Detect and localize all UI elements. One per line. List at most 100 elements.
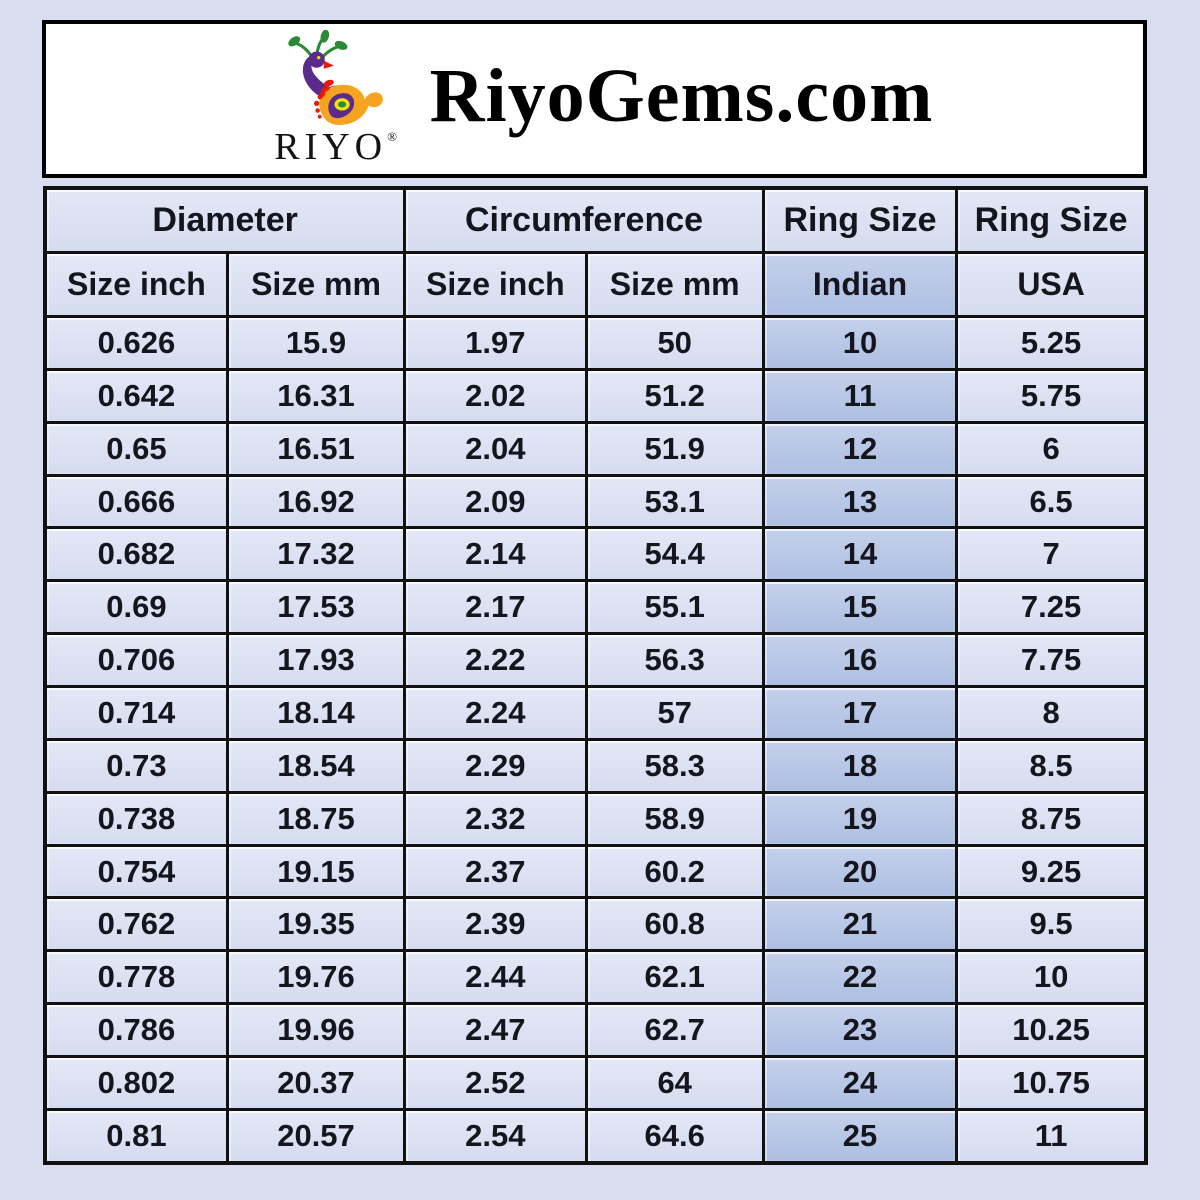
table-cell: 0.706 xyxy=(43,632,229,689)
table-cell: 25 xyxy=(761,1107,959,1165)
table-cell: 64.6 xyxy=(584,1107,765,1165)
table-cell: 50 xyxy=(584,315,765,371)
table-cell: 62.7 xyxy=(584,1002,765,1059)
table-cell: 21 xyxy=(761,896,959,953)
table-cell: 17 xyxy=(761,685,959,741)
table-cell: 2.14 xyxy=(403,526,588,583)
table-cell: 2.44 xyxy=(403,949,588,1006)
table-cell: 57 xyxy=(584,685,765,741)
table-cell: 16.31 xyxy=(225,367,407,424)
table-row: 0.762 19.35 2.39 60.8 21 9.5 xyxy=(43,896,1148,953)
table-cell: 10.25 xyxy=(955,1002,1148,1059)
table-cell: 0.714 xyxy=(43,685,229,741)
table-cell: 2.04 xyxy=(403,420,588,477)
table-cell: 15 xyxy=(761,579,959,636)
table-cell: 22 xyxy=(761,949,959,1006)
table-cell: 1.97 xyxy=(403,315,588,371)
table-row: 0.73 18.54 2.29 58.3 18 8.5 xyxy=(43,737,1148,794)
table-cell: 0.666 xyxy=(43,473,229,530)
table-row: 0.738 18.75 2.32 58.9 19 8.75 xyxy=(43,790,1148,847)
riyo-logo: RIYO® xyxy=(256,30,416,166)
table-cell: 18 xyxy=(761,737,959,794)
table-cell: 11 xyxy=(955,1107,1148,1165)
table-cell: 5.25 xyxy=(955,315,1148,371)
column-group-ring-size-usa: Ring Size xyxy=(955,186,1148,254)
table-cell: 2.29 xyxy=(403,737,588,794)
table-cell: 16.51 xyxy=(225,420,407,477)
column-group-row: Diameter Circumference Ring Size Ring Si… xyxy=(43,186,1148,254)
table-cell: 18.14 xyxy=(225,685,407,741)
table-cell: 24 xyxy=(761,1055,959,1111)
table-cell: 17.93 xyxy=(225,632,407,689)
table-cell: 0.738 xyxy=(43,790,229,847)
sub-header-row: Size inch Size mm Size inch Size mm Indi… xyxy=(43,251,1148,318)
table-cell: 0.682 xyxy=(43,526,229,583)
table-cell: 51.2 xyxy=(584,367,765,424)
column-group-diameter: Diameter xyxy=(43,186,407,254)
table-cell: 8.5 xyxy=(955,737,1148,794)
table-cell: 2.47 xyxy=(403,1002,588,1059)
table-row: 0.714 18.14 2.24 57 17 8 xyxy=(43,685,1148,741)
table-cell: 2.52 xyxy=(403,1055,588,1111)
table-cell: 7.25 xyxy=(955,579,1148,636)
table-cell: 8 xyxy=(955,685,1148,741)
logo-wordmark: RIYO® xyxy=(274,128,397,166)
table-cell: 0.754 xyxy=(43,843,229,900)
table-cell: 14 xyxy=(761,526,959,583)
table-cell: 16 xyxy=(761,632,959,689)
table-cell: 7 xyxy=(955,526,1148,583)
table-cell: 0.65 xyxy=(43,420,229,477)
ring-size-chart: Diameter Circumference Ring Size Ring Si… xyxy=(43,186,1148,1165)
table-cell: 19.76 xyxy=(225,949,407,1006)
table-cell: 64 xyxy=(584,1055,765,1111)
table-cell: 2.22 xyxy=(403,632,588,689)
table-cell: 19 xyxy=(761,790,959,847)
col-header-usa: USA xyxy=(955,251,1148,318)
col-header-diameter-inch: Size inch xyxy=(43,251,229,318)
table-cell: 13 xyxy=(761,473,959,530)
table-cell: 0.626 xyxy=(43,315,229,371)
table-cell: 19.15 xyxy=(225,843,407,900)
logo-wordmark-text: RIYO xyxy=(274,126,388,168)
table-cell: 5.75 xyxy=(955,367,1148,424)
table-row: 0.778 19.76 2.44 62.1 22 10 xyxy=(43,949,1148,1006)
table-cell: 0.73 xyxy=(43,737,229,794)
table-cell: 0.786 xyxy=(43,1002,229,1059)
table-row: 0.81 20.57 2.54 64.6 25 11 xyxy=(43,1107,1148,1165)
column-group-ring-size-indian: Ring Size xyxy=(761,186,959,254)
table-row: 0.65 16.51 2.04 51.9 12 6 xyxy=(43,420,1148,477)
table-cell: 2.39 xyxy=(403,896,588,953)
table-row: 0.802 20.37 2.52 64 24 10.75 xyxy=(43,1055,1148,1111)
table-cell: 20 xyxy=(761,843,959,900)
table-cell: 9.25 xyxy=(955,843,1148,900)
table-body: 0.626 15.9 1.97 50 10 5.25 0.642 16.31 2.02 51.2 1… xyxy=(43,315,1148,1165)
table-cell: 16.92 xyxy=(225,473,407,530)
table-cell: 10.75 xyxy=(955,1055,1148,1111)
table-cell: 60.8 xyxy=(584,896,765,953)
table-cell: 56.3 xyxy=(584,632,765,689)
table-cell: 2.17 xyxy=(403,579,588,636)
table-cell: 15.9 xyxy=(225,315,407,371)
table-cell: 2.32 xyxy=(403,790,588,847)
column-group-circumference: Circumference xyxy=(403,186,765,254)
table-cell: 6 xyxy=(955,420,1148,477)
table-cell: 2.09 xyxy=(403,473,588,530)
table-cell: 7.75 xyxy=(955,632,1148,689)
table-cell: 18.54 xyxy=(225,737,407,794)
table-row: 0.682 17.32 2.14 54.4 14 7 xyxy=(43,526,1148,583)
registered-mark: ® xyxy=(387,129,397,144)
table-cell: 6.5 xyxy=(955,473,1148,530)
table-cell: 12 xyxy=(761,420,959,477)
table-cell: 62.1 xyxy=(584,949,765,1006)
table-cell: 0.69 xyxy=(43,579,229,636)
table-cell: 53.1 xyxy=(584,473,765,530)
table-row: 0.754 19.15 2.37 60.2 20 9.25 xyxy=(43,843,1148,900)
table-cell: 23 xyxy=(761,1002,959,1059)
table-cell: 20.57 xyxy=(225,1107,407,1165)
brand-title: RiyoGems.com xyxy=(429,53,934,138)
table-cell: 0.802 xyxy=(43,1055,229,1111)
table-cell: 20.37 xyxy=(225,1055,407,1111)
table-cell: 10 xyxy=(761,315,959,371)
table-row: 0.69 17.53 2.17 55.1 15 7.25 xyxy=(43,579,1148,636)
table-cell: 60.2 xyxy=(584,843,765,900)
